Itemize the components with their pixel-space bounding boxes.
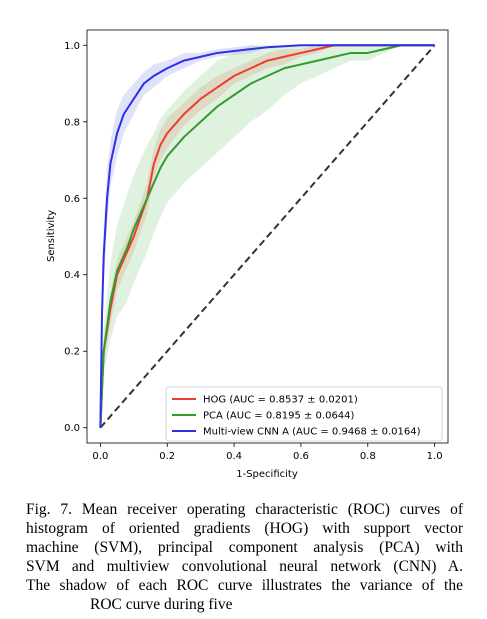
x-tick-label: 0.0 — [92, 451, 108, 462]
legend-label-series-2: PCA (AUC = 0.8195 ± 0.0644) — [203, 411, 355, 422]
x-tick-label: 0.6 — [293, 451, 309, 462]
x-axis-label: 1-Specificity — [236, 469, 298, 480]
y-tick-label: 0.8 — [64, 117, 80, 128]
caption-line: ROC curve during five — [90, 596, 233, 613]
caption-line: SVM and multiview convolutional neural n… — [26, 558, 463, 575]
variance-shades — [100, 45, 435, 428]
caption-line: Fig. 7. Mean receiver operating characte… — [26, 501, 463, 518]
y-tick-label: 0.6 — [64, 194, 80, 205]
x-tick-label: 0.4 — [226, 451, 242, 462]
x-axis-ticks: 0.0 0.2 0.4 0.6 0.8 1.0 — [92, 443, 443, 462]
y-tick-label: 0.4 — [64, 270, 80, 281]
legend: HOG (AUC = 0.8537 ± 0.0201) PCA (AUC = 0.… — [165, 386, 443, 442]
y-tick-label: 1.0 — [64, 41, 80, 52]
figure-caption: Fig. 7. Mean receiver operating characte… — [26, 500, 463, 614]
legend-label-series-1: HOG (AUC = 0.8537 ± 0.0201) — [203, 395, 358, 406]
y-axis-label: Sensitivity — [46, 210, 57, 262]
caption-line: histogram of oriented gradients (HOG) wi… — [26, 520, 463, 537]
x-tick-label: 1.0 — [427, 451, 443, 462]
legend-box — [165, 386, 443, 442]
y-axis-ticks: 0.0 0.2 0.4 0.6 0.8 1.0 — [64, 41, 87, 434]
legend-label-series-3: Multi-view CNN A (AUC = 0.9468 ± 0.0164) — [203, 427, 421, 438]
caption-line: The shadow of each ROC curve illustrates… — [26, 577, 463, 594]
series-2-roc-line — [99, 44, 435, 428]
x-tick-label: 0.2 — [159, 451, 175, 462]
y-tick-label: 0.0 — [64, 423, 80, 434]
roc-curves — [99, 44, 435, 428]
x-tick-label: 0.8 — [360, 451, 376, 462]
caption-line: machine (SVM), principal component analy… — [26, 539, 463, 556]
roc-chart: 0.0 0.2 0.4 0.6 0.8 1.0 0.0 0.2 0.4 0.6 0.8 1.0 1-… — [46, 29, 449, 480]
y-tick-label: 0.2 — [64, 347, 80, 358]
chance-diagonal-line — [99, 44, 436, 429]
series-3-roc-line — [99, 44, 435, 428]
series-2-variance-band — [100, 45, 435, 428]
